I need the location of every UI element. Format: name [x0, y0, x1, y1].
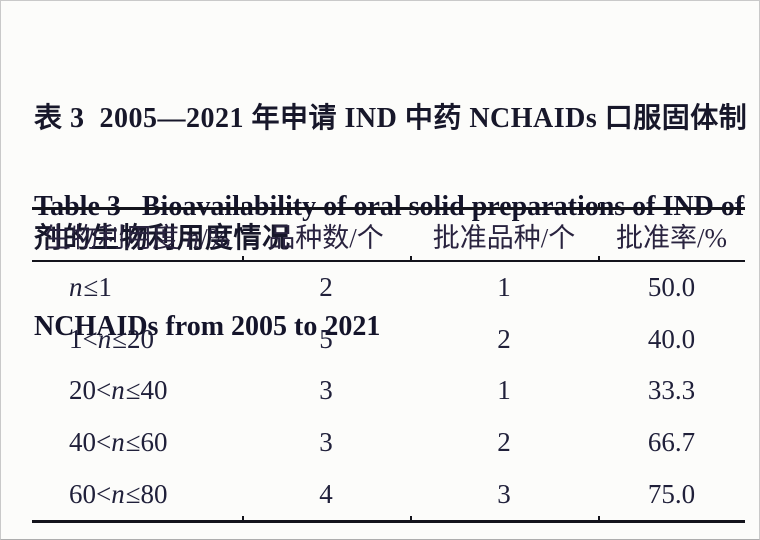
range-pre: 40<: [69, 427, 112, 458]
cell-approved: 2: [497, 323, 511, 354]
cell-variety-count: 2: [319, 272, 333, 303]
range-post: ≤80: [125, 478, 168, 509]
range-pre: 20<: [69, 375, 112, 406]
cell-rate: 50.0: [647, 272, 696, 303]
variable-n: n: [111, 478, 125, 509]
range-post: ≤60: [125, 427, 168, 458]
caption-en-line1: Table 3 Bioavailability of oral solid pr…: [34, 191, 745, 222]
cell-approved: 2: [497, 427, 511, 458]
header-approval-rate: 批准率/%: [616, 222, 727, 253]
caption-en-line2: NCHAIDs from 2005 to 2021: [34, 311, 381, 342]
table-caption-chinese: 表 3 2005—2021 年申请 IND 中药 NCHAIDs 口服固体制 剂…: [34, 19, 747, 339]
range-post: ≤20: [112, 323, 155, 354]
column-boundary-tick: [410, 515, 412, 521]
table-row: n≤1 2 1 50.0: [32, 262, 745, 314]
cell-rate: 66.7: [647, 427, 696, 458]
column-boundary-tick: [242, 203, 244, 208]
range-post: ≤40: [125, 375, 168, 406]
cell-range: 20<n≤40: [32, 375, 242, 406]
table-header-rule: [32, 256, 745, 262]
cell-rate: 40.0: [647, 323, 696, 354]
table-row: 1<n≤20 5 2 40.0: [32, 314, 745, 366]
variable-n: n: [97, 323, 112, 354]
range-pre: 60<: [69, 478, 112, 509]
range-post: ≤1: [83, 272, 112, 303]
column-boundary-tick: [242, 515, 244, 521]
cell-rate: 75.0: [647, 478, 696, 509]
cell-approved: 1: [497, 272, 511, 303]
caption-zh-line2: 剂的生物利用度情况: [34, 223, 291, 254]
cell-approved: 3: [497, 478, 511, 509]
cell-range: 1<n≤20: [32, 324, 242, 355]
cell-range: n≤1: [32, 272, 242, 303]
table-row: 20<n≤40 3 1 33.3: [32, 365, 745, 417]
cell-range: 60<n≤80: [32, 479, 242, 510]
header-bioavailability: 生物利用度 n/%: [32, 216, 242, 255]
cell-variety-count: 3: [319, 427, 333, 458]
header-col1-pre: 生物利用度: [44, 222, 186, 253]
table-row: 60<n≤80 4 3 75.0: [32, 468, 745, 520]
column-boundary-tick: [410, 203, 412, 208]
header-variety-count: 品种数/个: [268, 222, 384, 253]
column-boundary-tick: [598, 203, 600, 208]
variable-n: n: [185, 222, 200, 253]
header-approved-varieties: 批准品种/个: [432, 222, 576, 253]
column-boundary-tick: [598, 256, 600, 261]
table-row: 40<n≤60 3 2 66.7: [32, 417, 745, 469]
header-col1-post: /%: [200, 222, 231, 253]
variable-n: n: [69, 272, 83, 303]
variable-n: n: [111, 427, 125, 458]
table-bottom-rule: [32, 515, 745, 523]
variable-n: n: [111, 375, 125, 406]
column-boundary-tick: [598, 515, 600, 521]
cell-range: 40<n≤60: [32, 427, 242, 458]
cell-variety-count: 3: [319, 375, 333, 406]
table-caption-english: Table 3 Bioavailability of oral solid pr…: [34, 107, 744, 427]
column-boundary-tick: [410, 256, 412, 261]
range-pre: 1<: [69, 323, 98, 354]
column-boundary-tick: [242, 256, 244, 261]
bioavailability-table: 生物利用度 n/% 品种数/个 批准品种/个 批准率/% n≤1 2 1 50.…: [32, 203, 745, 523]
cell-rate: 33.3: [647, 375, 696, 406]
cell-variety-count: 5: [319, 323, 333, 354]
cell-variety-count: 4: [319, 478, 333, 509]
caption-zh-line1: 表 3 2005—2021 年申请 IND 中药 NCHAIDs 口服固体制: [34, 103, 748, 134]
table-top-rule: [32, 203, 745, 210]
table-header-row: 生物利用度 n/% 品种数/个 批准品种/个 批准率/%: [32, 210, 745, 260]
cell-approved: 1: [497, 375, 511, 406]
